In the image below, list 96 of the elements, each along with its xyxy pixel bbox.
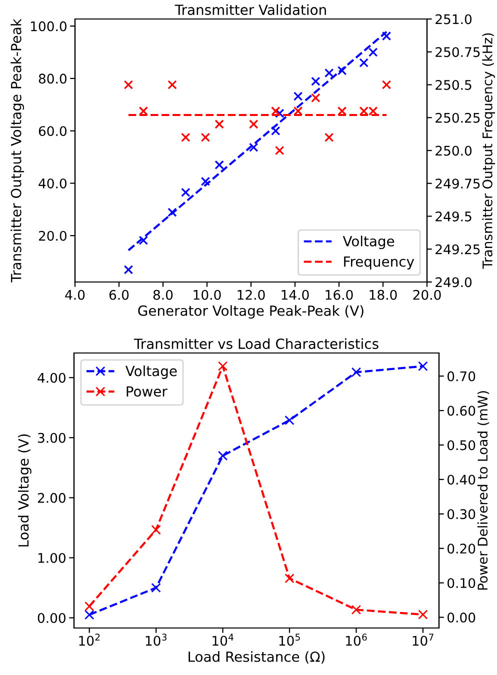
point [337,66,347,76]
point [274,108,284,118]
point [284,574,294,584]
point [84,610,94,620]
y-axis-title: Transmitter Output Voltage Peak-Peak [10,18,24,282]
point [337,106,347,116]
point [138,236,148,245]
point [351,367,362,378]
y-tick-label: 40.0 [38,178,66,188]
y-tick-label: 20.0 [38,230,66,241]
x-axis-title: Load Resistance (Ω) [188,651,325,664]
x-tick-label: 10$^{7}$ [412,634,434,646]
y2-tick-label: 249.75 [436,178,480,189]
point [293,106,303,116]
point [324,68,334,78]
point [200,132,210,142]
point [249,142,258,152]
point [181,132,190,142]
y2-tick-label: 0.30 [448,509,476,520]
y2-tick-label: 250.0 [436,146,472,156]
point [418,361,428,372]
y-tick-label: 0.00 [38,613,66,623]
y-tick-label: 2.00 [38,492,66,503]
y2-tick-label: 250.75 [436,47,480,58]
legend-label: Frequency [344,256,414,270]
point [293,92,303,101]
x-tick-label: 10.0 [194,290,221,300]
point [214,120,224,129]
chart-title: Transmitter Validation [174,4,326,16]
point [218,361,228,371]
y2-tick-label: 0.50 [448,440,476,450]
y-tick-label: 3.00 [38,432,66,443]
y2-tick-label: 0.60 [448,406,476,416]
x-tick-label: 12.0 [238,290,265,300]
y2-tick-label: 0.10 [448,578,476,588]
y2-tick-label: 0.00 [448,612,476,623]
x-tick-label: 10$^{2}$ [79,634,100,646]
chart-title: Transmitter vs Load Characteristics [134,338,378,350]
point [151,524,161,535]
point [418,610,428,620]
point [218,450,228,461]
point [284,415,294,426]
point [271,106,280,116]
x-tick-label: 8.0 [153,290,173,300]
point [249,120,258,129]
point [382,31,392,41]
y2-tick-label: 251.0 [436,14,472,24]
y-tick-label: 60.0 [38,126,66,136]
point [168,208,177,217]
y2-tick-label: 0.20 [448,544,476,554]
point [138,106,148,116]
point [311,93,320,103]
x-tick-label: 14.0 [282,290,309,300]
point [368,48,378,57]
point [124,265,134,274]
point [271,126,280,136]
y2-axis-title: Power Delivered to Load (mW) [477,391,490,590]
y2-tick-label: 249.5 [436,211,472,222]
point [311,76,320,86]
y-tick-label: 4.00 [38,372,66,383]
x-tick-label: 10$^{4}$ [212,634,234,646]
point [200,176,210,186]
x-tick-label: 10$^{3}$ [146,634,166,646]
y-tick-label: 80.0 [38,74,66,84]
y2-tick-label: 250.25 [436,112,480,123]
legend-label: Voltage [125,366,177,379]
point [181,188,190,198]
y2-axis-title: Transmitter Output Frequency (kHz) [482,33,495,269]
x-axis-title: Generator Voltage Peak-Peak (V) [138,305,364,319]
point [168,80,177,90]
point [151,582,161,593]
point [124,80,134,90]
y-tick-label: 1.00 [38,552,66,563]
y2-tick-label: 0.40 [448,474,476,485]
x-tick-label: 16.0 [326,290,353,300]
legend-label: Power [126,386,168,397]
legend-label: Voltage [342,236,394,250]
x-tick-label: 18.0 [370,290,397,300]
x-tick-label: 4.0 [65,290,85,300]
y2-tick-label: 250.5 [436,80,472,90]
point [214,160,224,170]
point [359,58,368,68]
y2-tick-label: 249.0 [436,277,472,288]
point [382,80,392,90]
y2-tick-label: 249.25 [436,244,480,254]
x-tick-label: 10$^{5}$ [279,634,300,646]
y2-tick-label: 0.70 [448,371,476,382]
x-tick-label: 20.0 [413,290,441,300]
y-tick-label: 100.0 [31,21,66,32]
x-tick-label: 6.0 [109,290,129,300]
point [351,604,362,615]
point [274,146,284,156]
y-axis-title: Load Voltage (V) [18,434,32,546]
point [324,132,334,142]
x-tick-label: 10$^{6}$ [346,634,367,646]
point [84,601,94,612]
